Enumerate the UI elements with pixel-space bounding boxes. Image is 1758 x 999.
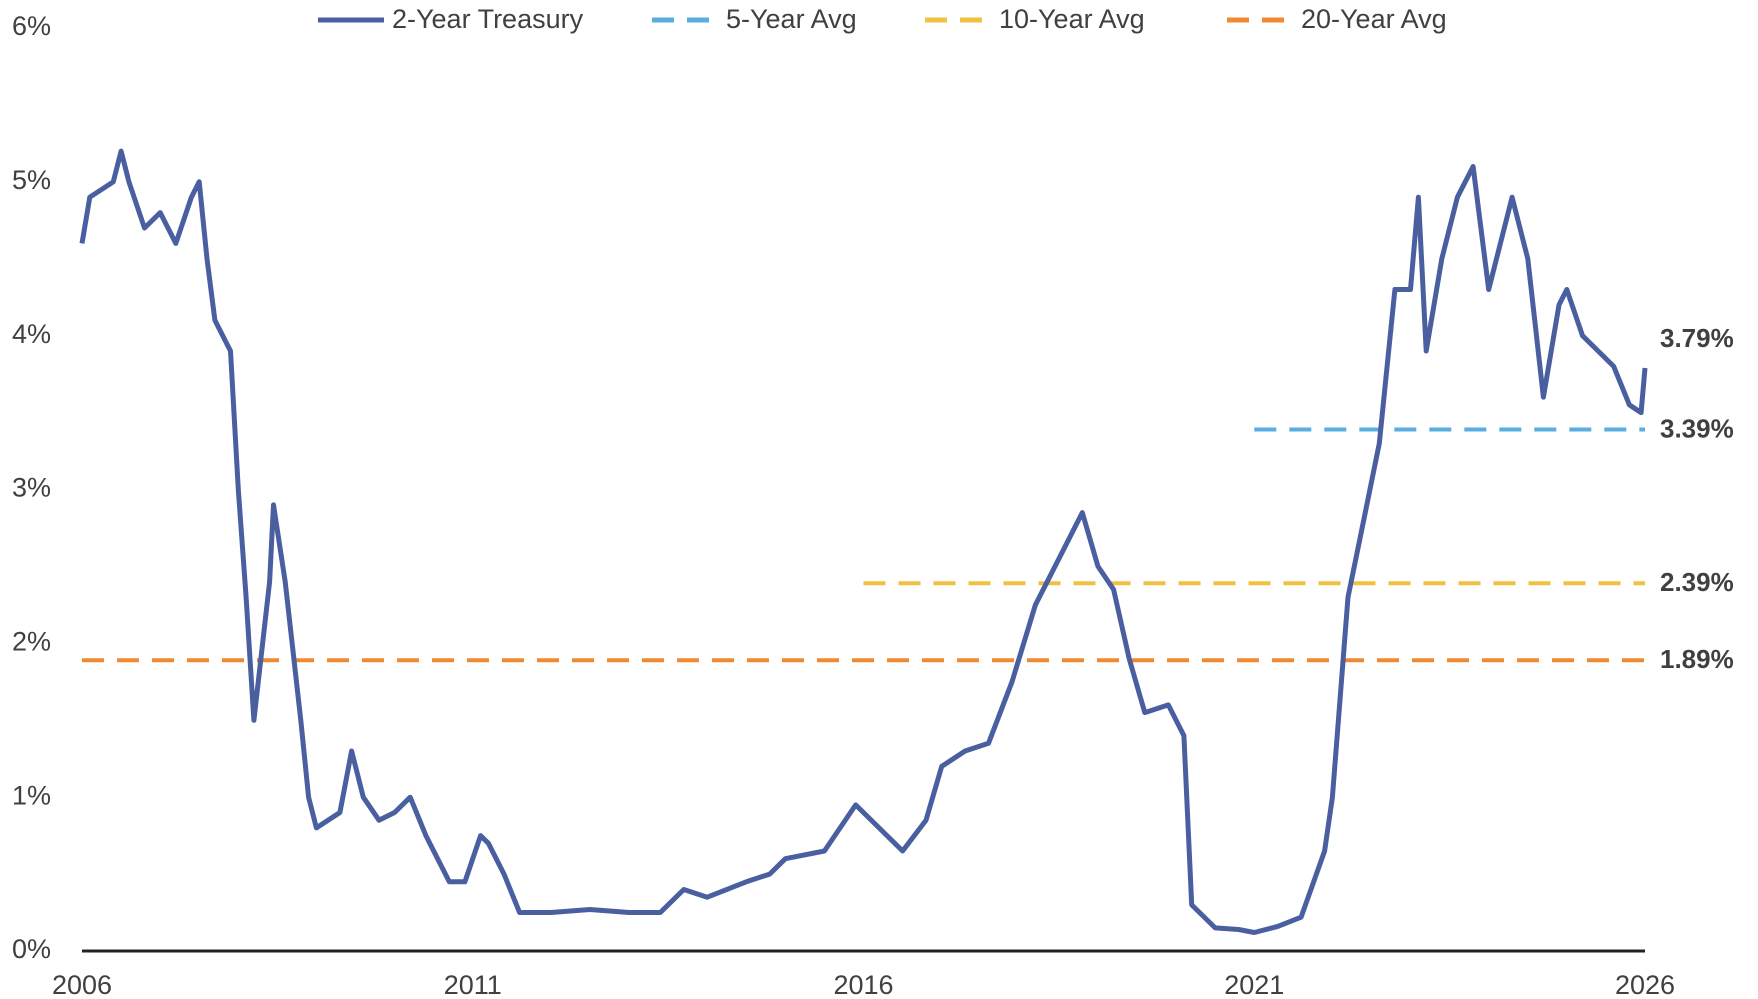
x-tick-label: 2026 bbox=[1615, 970, 1675, 999]
legend-label: 5-Year Avg bbox=[726, 4, 857, 34]
series-line bbox=[79, 148, 1648, 935]
x-tick-label: 2016 bbox=[833, 970, 893, 999]
x-tick-label: 2006 bbox=[52, 970, 112, 999]
y-tick-label: 3% bbox=[12, 473, 51, 503]
y-tick-label: 1% bbox=[12, 780, 51, 810]
x-tick-label: 2011 bbox=[444, 970, 502, 999]
y-tick-label: 5% bbox=[12, 165, 51, 195]
x-tick-label: 2021 bbox=[1224, 970, 1284, 999]
y-tick-label: 0% bbox=[12, 934, 51, 964]
y-tick-label: 2% bbox=[12, 626, 51, 656]
y-tick-label: 4% bbox=[12, 319, 51, 349]
legend-label: 10-Year Avg bbox=[999, 4, 1145, 34]
end-label: 2.39% bbox=[1660, 567, 1734, 597]
legend-label: 20-Year Avg bbox=[1301, 4, 1447, 34]
y-tick-label: 6% bbox=[12, 11, 51, 41]
legend-label: 2-Year Treasury bbox=[392, 4, 584, 34]
end-label: 1.89% bbox=[1660, 644, 1734, 674]
end-label: 3.39% bbox=[1660, 413, 1734, 443]
end-label: 3.79% bbox=[1660, 323, 1734, 353]
